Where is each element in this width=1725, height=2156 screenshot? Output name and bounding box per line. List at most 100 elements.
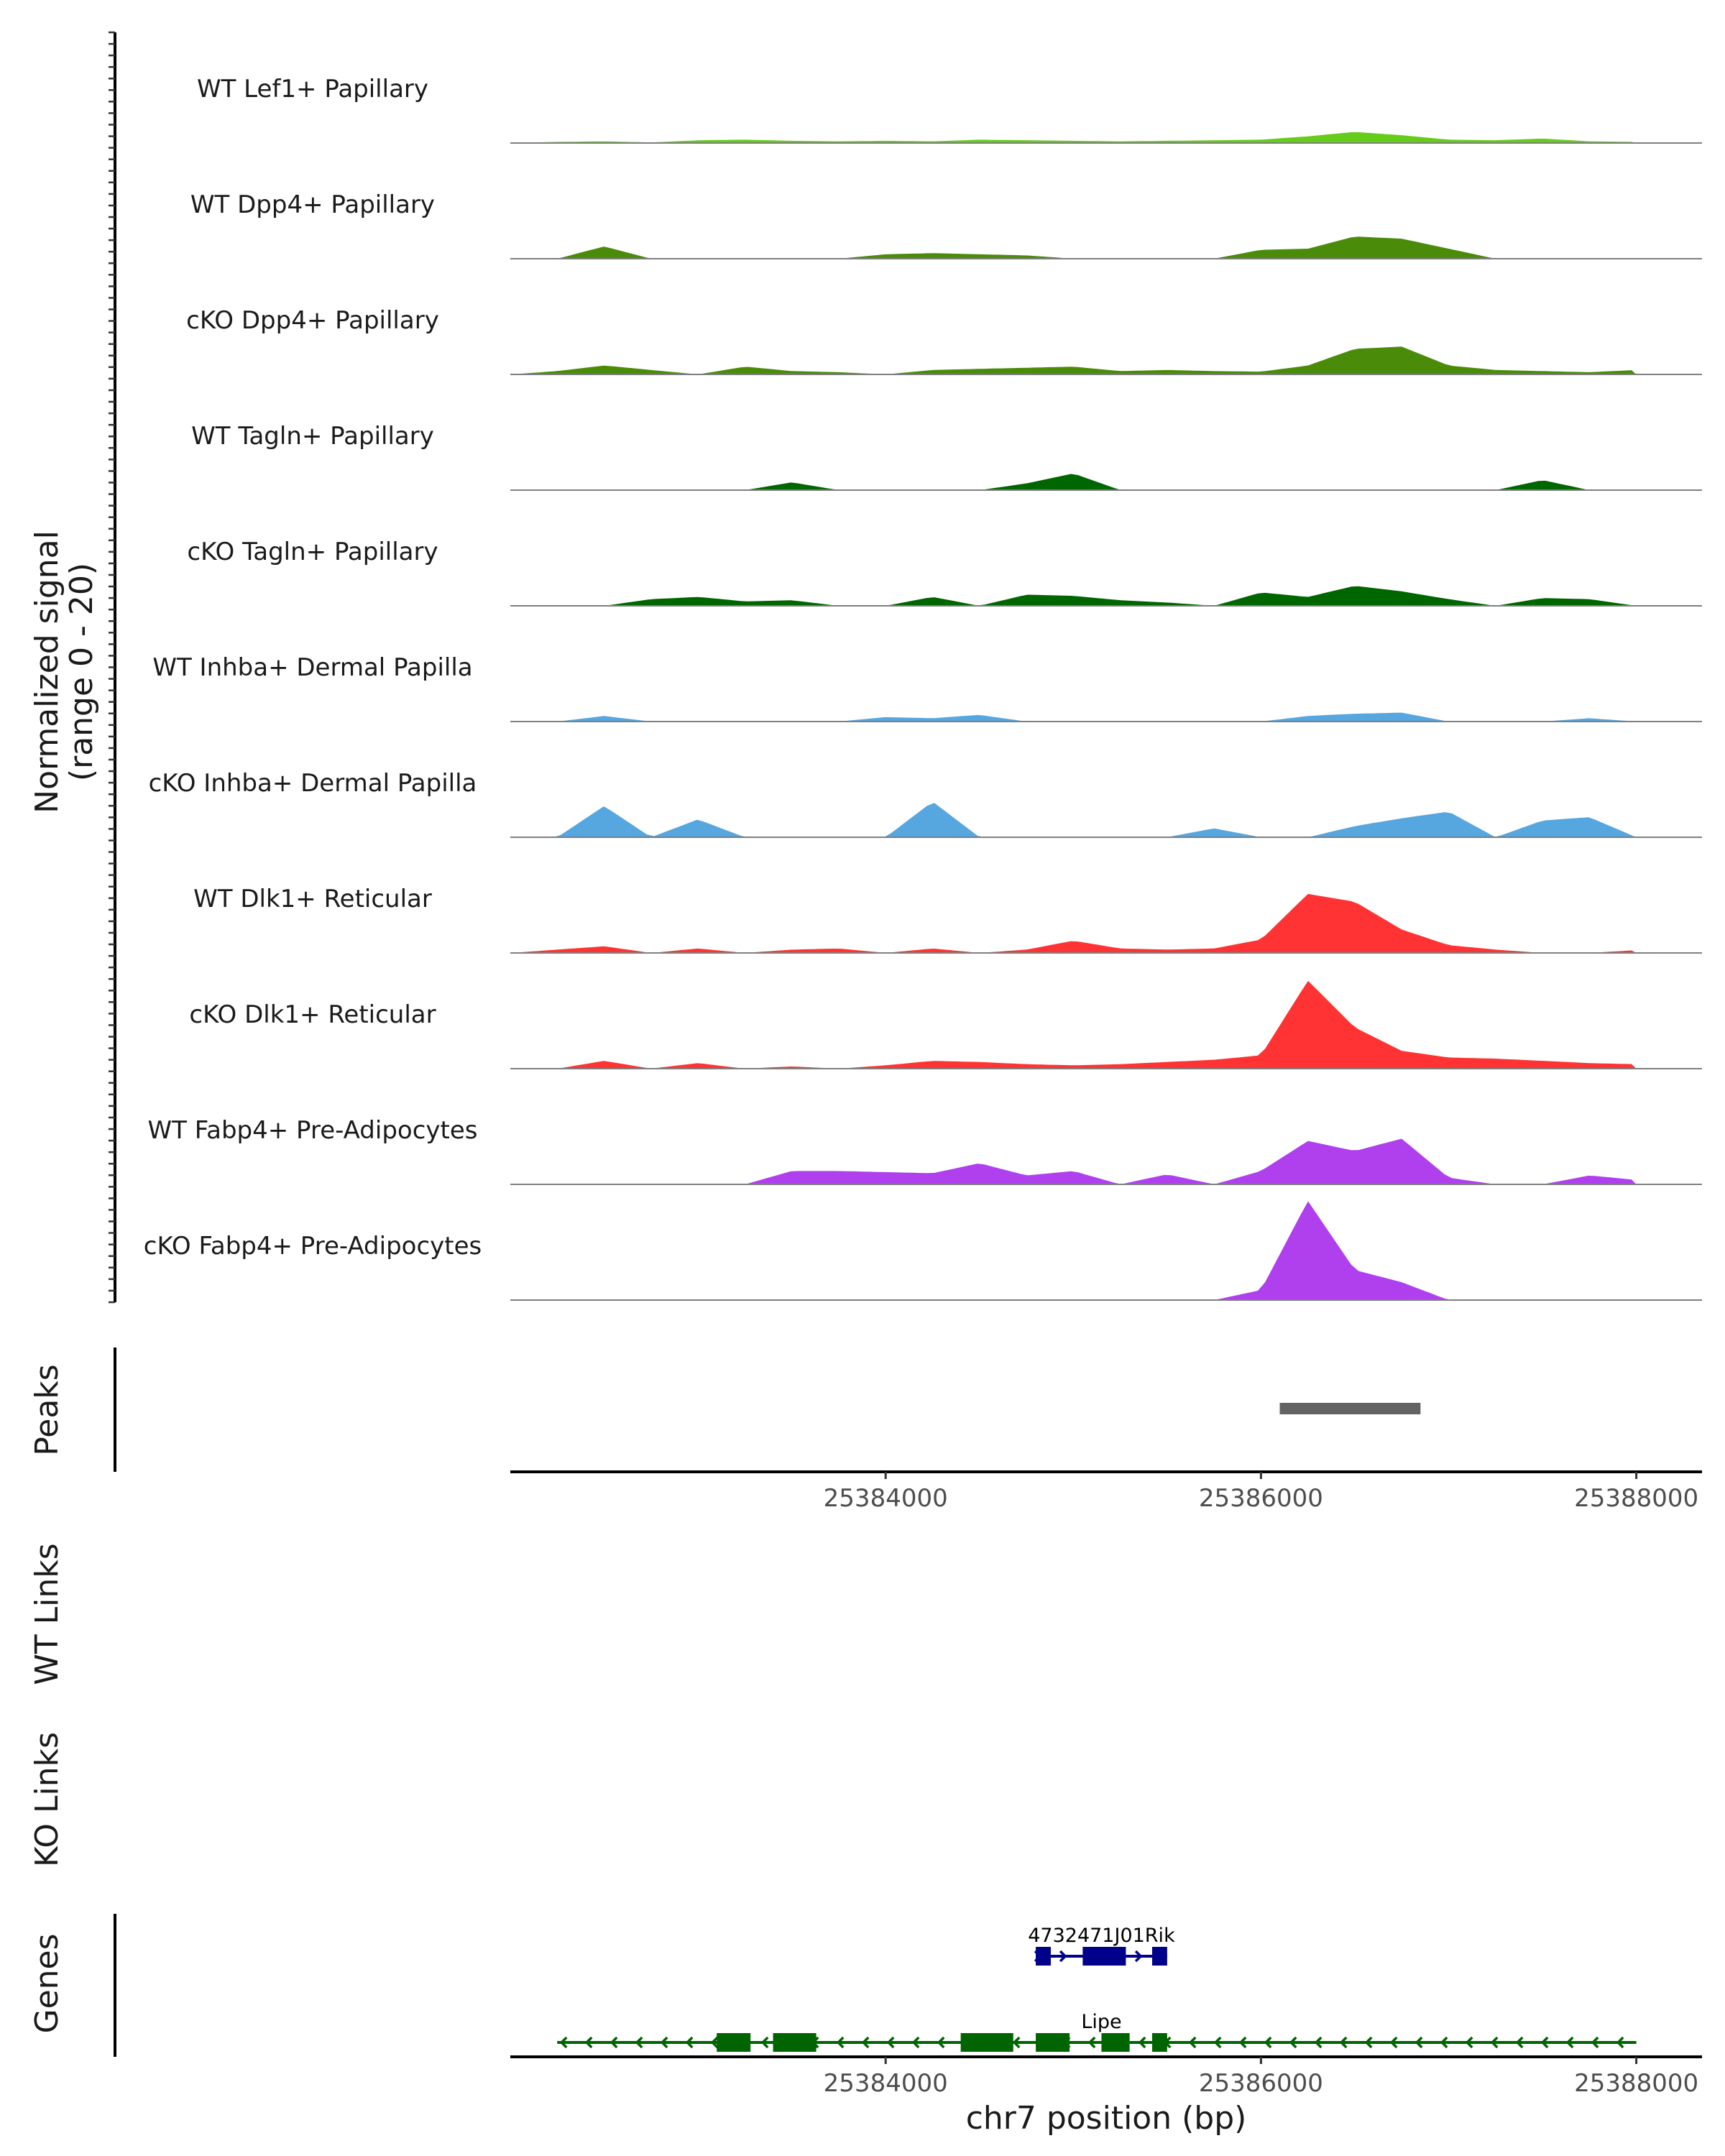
track-label-wt-dlk1-reticular: WT Dlk1+ Reticular	[193, 885, 432, 913]
strand-arrow-icon	[1616, 2036, 1624, 2049]
gene-4732471j01rik: 4732471J01Rik	[1028, 1925, 1175, 1966]
genes-x-tick-label: 25388000	[1574, 2069, 1698, 2098]
strand-arrow-icon	[1364, 2036, 1373, 2049]
strand-arrow-icon	[710, 2036, 719, 2049]
track-label-cko-tagln-papillary: cKO Tagln+ Papillary	[187, 538, 438, 566]
coverage-track-cko-dpp4-papillary: cKO Dpp4+ Papillary	[186, 306, 1702, 375]
strand-arrow-icon	[1414, 2036, 1423, 2049]
coverage-area-cko-fabp4-pre-adipocytes	[510, 1201, 1637, 1300]
peaks-label: Peaks	[29, 1364, 65, 1455]
track-label-wt-dpp4-papillary: WT Dpp4+ Papillary	[190, 190, 435, 219]
strand-arrow-icon	[1591, 2036, 1599, 2049]
coverage-track-wt-inhba-dermal-papilla: WT Inhba+ Dermal Papilla	[152, 653, 1702, 722]
links-panel: WT Links KO Links	[29, 1543, 65, 1867]
y-label-line-1: Normalized signal	[29, 530, 65, 814]
peaks-x-tick-label: 25388000	[1574, 1484, 1698, 1513]
coverage-panel: Normalized signal(range 0 - 20) WT Lef1+ …	[29, 31, 1702, 1304]
strand-arrow-icon	[610, 2036, 618, 2049]
strand-arrow-icon	[1314, 2036, 1322, 2049]
strand-arrow-icon	[1289, 2036, 1297, 2049]
strand-arrow-icon	[1134, 1950, 1143, 1963]
strand-arrow-icon	[1188, 2036, 1197, 2049]
strand-arrow-icon	[1012, 2036, 1021, 2049]
strand-arrow-icon	[1465, 2036, 1473, 2049]
strand-arrow-icon	[1213, 2036, 1222, 2049]
strand-arrow-icon	[660, 2036, 668, 2049]
y-label-line-2: (range 0 - 20)	[63, 563, 100, 781]
peaks-x-tick-label: 25384000	[824, 1484, 948, 1513]
strand-arrow-icon	[559, 2036, 568, 2049]
coverage-area-wt-dpp4-papillary	[510, 236, 1637, 259]
gene-exon	[960, 2033, 1013, 2052]
genes-panel: Genes 4732471J01Rik Lipe 25384000 25386000 25…	[29, 1914, 1702, 2137]
coverage-track-wt-fabp4-pre-adipocytes: WT Fabp4+ Pre-Adipocytes	[148, 1116, 1702, 1185]
strand-arrow-icon	[886, 2036, 895, 2049]
genes-x-tick-label: 25384000	[824, 2069, 948, 2098]
peak-region	[1279, 1403, 1421, 1414]
x-axis-label: chr7 position (bp)	[966, 2100, 1247, 2137]
gene-name-4732471j01rik: 4732471J01Rik	[1028, 1925, 1175, 1947]
coverage-area-cko-inhba-dermal-papilla	[510, 803, 1637, 837]
strand-arrow-icon	[937, 2036, 945, 2049]
track-label-wt-fabp4-pre-adipocytes: WT Fabp4+ Pre-Adipocytes	[148, 1116, 478, 1145]
genes-label: Genes	[29, 1933, 65, 2033]
gene-exon	[773, 2033, 816, 2052]
peaks-panel: Peaks 25384000 25386000 25388000	[29, 1348, 1702, 1513]
strand-arrow-icon	[1540, 2036, 1549, 2049]
coverage-track-wt-dpp4-papillary: WT Dpp4+ Papillary	[190, 190, 1702, 259]
gene-exon	[1082, 1947, 1126, 1966]
strand-arrow-icon	[836, 2036, 845, 2049]
track-label-cko-fabp4-pre-adipocytes: cKO Fabp4+ Pre-Adipocytes	[144, 1232, 482, 1261]
gene-exon	[1151, 1947, 1167, 1966]
track-label-wt-inhba-dermal-papilla: WT Inhba+ Dermal Papilla	[152, 653, 472, 682]
coverage-area-cko-dpp4-papillary	[510, 346, 1637, 374]
coverage-area-cko-tagln-papillary	[510, 586, 1637, 606]
coverage-area-wt-inhba-dermal-papilla	[510, 712, 1637, 722]
strand-arrow-icon	[1389, 2036, 1398, 2049]
peaks-x-tick-label: 25386000	[1199, 1484, 1323, 1513]
strand-arrow-icon	[861, 2036, 870, 2049]
links-label-wt: WT Links	[29, 1543, 65, 1685]
strand-arrow-icon	[1138, 2036, 1146, 2049]
coverage-track-cko-inhba-dermal-papilla: cKO Inhba+ Dermal Papilla	[149, 769, 1702, 838]
strand-arrow-icon	[1565, 2036, 1574, 2049]
gene-name-lipe: Lipe	[1081, 2011, 1121, 2033]
gene-exon	[1036, 2033, 1070, 2052]
strand-arrow-icon	[1238, 2036, 1247, 2049]
track-label-wt-tagln-papillary: WT Tagln+ Papillary	[191, 422, 434, 451]
coverage-track-wt-lef1-papillary: WT Lef1+ Papillary	[197, 75, 1702, 144]
gene-exon	[1101, 2033, 1130, 2052]
coverage-track-wt-dlk1-reticular: WT Dlk1+ Reticular	[193, 885, 1702, 954]
track-label-cko-dlk1-reticular: cKO Dlk1+ Reticular	[189, 1000, 436, 1029]
strand-arrow-icon	[1515, 2036, 1524, 2049]
strand-arrow-icon	[911, 2036, 920, 2049]
gene-lipe: Lipe	[557, 2011, 1637, 2052]
coverage-area-wt-lef1-papillary	[510, 132, 1637, 143]
strand-arrow-icon	[1264, 2036, 1272, 2049]
coverage-track-cko-tagln-papillary: cKO Tagln+ Papillary	[187, 538, 1702, 607]
coverage-y-axis-label: Normalized signal(range 0 - 20)	[29, 530, 100, 814]
coverage-track-cko-dlk1-reticular: cKO Dlk1+ Reticular	[189, 980, 1702, 1069]
strand-arrow-icon	[760, 2036, 769, 2049]
gene-exon	[1036, 1947, 1051, 1966]
genes-x-tick-label: 25386000	[1199, 2069, 1323, 2098]
strand-arrow-icon	[1440, 2036, 1448, 2049]
track-label-wt-lef1-papillary: WT Lef1+ Papillary	[197, 75, 428, 103]
coverage-area-wt-dlk1-reticular	[510, 893, 1637, 953]
coverage-area-cko-dlk1-reticular	[510, 980, 1637, 1069]
strand-arrow-icon	[1490, 2036, 1499, 2049]
strand-arrow-icon	[584, 2036, 593, 2049]
track-label-cko-inhba-dermal-papilla: cKO Inhba+ Dermal Papilla	[149, 769, 477, 798]
links-label-ko: KO Links	[29, 1732, 65, 1867]
strand-arrow-icon	[1339, 2036, 1348, 2049]
coverage-area-wt-fabp4-pre-adipocytes	[510, 1138, 1637, 1184]
track-label-cko-dpp4-papillary: cKO Dpp4+ Papillary	[186, 306, 439, 335]
gene-exon	[717, 2033, 751, 2052]
gene-exon	[1151, 2033, 1167, 2052]
coverage-track-cko-fabp4-pre-adipocytes: cKO Fabp4+ Pre-Adipocytes	[144, 1201, 1702, 1301]
strand-arrow-icon	[685, 2036, 694, 2049]
strand-arrow-icon	[635, 2036, 643, 2049]
strand-arrow-icon	[1087, 2036, 1096, 2049]
strand-arrow-icon	[1059, 1950, 1067, 1963]
